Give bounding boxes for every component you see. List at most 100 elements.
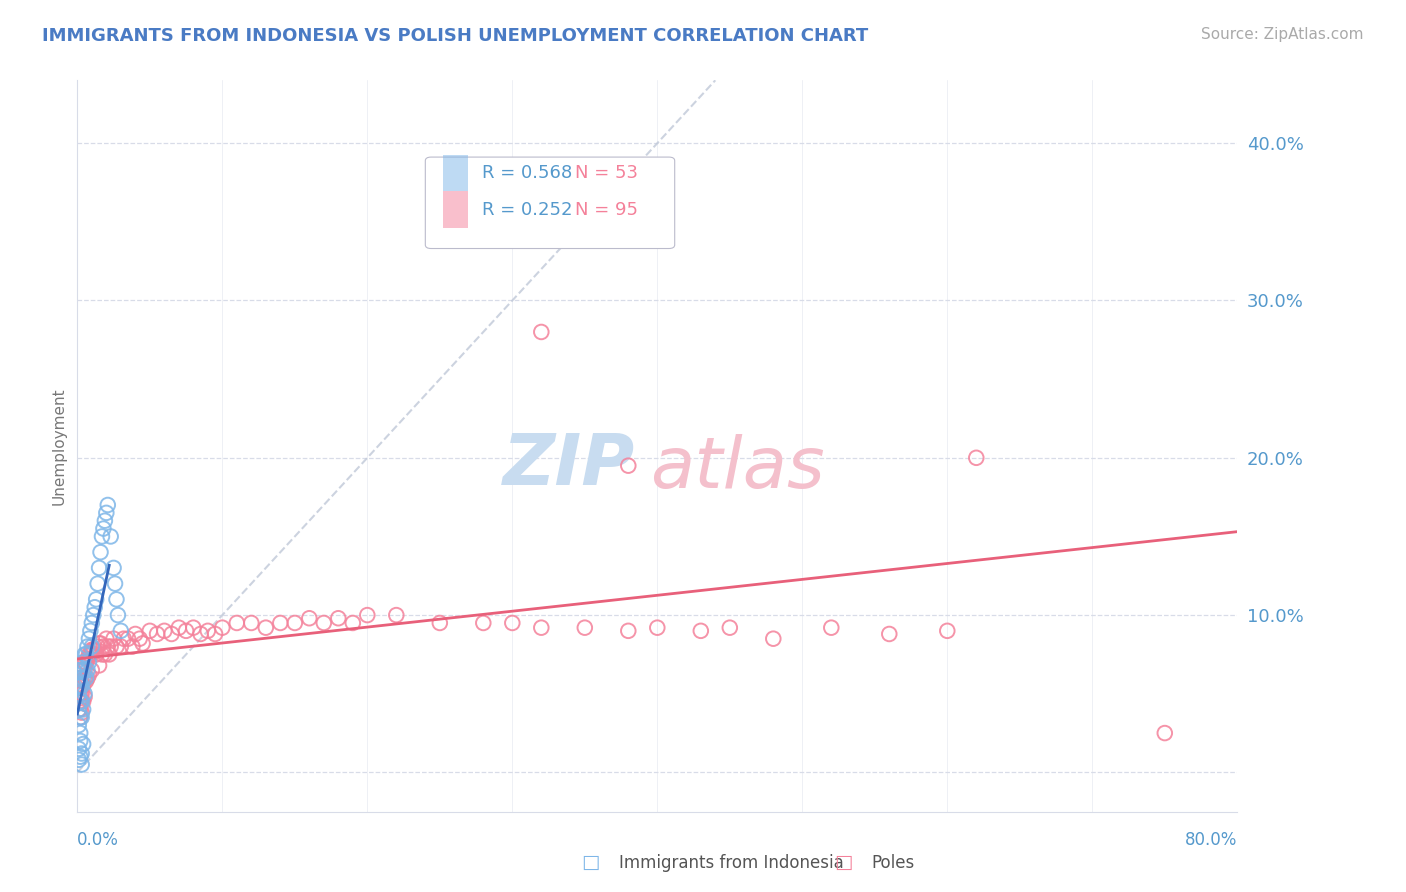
Point <box>70 679 93 693</box>
Point <box>69 695 91 709</box>
Point <box>76 652 98 666</box>
Point <box>79 648 101 662</box>
Point <box>105 640 128 654</box>
Point <box>107 608 129 623</box>
Text: Immigrants from Indonesia: Immigrants from Indonesia <box>619 855 844 872</box>
Point <box>160 627 183 641</box>
Point <box>298 611 321 625</box>
Text: □: □ <box>581 854 600 872</box>
Point <box>73 690 96 704</box>
Point <box>69 671 91 685</box>
Point <box>73 655 96 669</box>
Point <box>70 663 93 677</box>
Text: 0.0%: 0.0% <box>77 830 120 848</box>
Point <box>100 529 122 543</box>
Point <box>328 611 350 625</box>
Point <box>70 747 93 761</box>
Point <box>153 624 176 638</box>
Point <box>77 655 100 669</box>
Point <box>617 458 640 473</box>
Point <box>146 627 169 641</box>
Point <box>96 632 118 646</box>
Point <box>104 576 127 591</box>
Point <box>69 695 91 709</box>
Point <box>183 621 205 635</box>
Point <box>72 655 94 669</box>
Point <box>69 679 91 693</box>
Point <box>174 624 197 638</box>
Point <box>69 702 91 716</box>
Point <box>204 627 226 641</box>
Text: Source: ZipAtlas.com: Source: ZipAtlas.com <box>1201 27 1364 42</box>
Point <box>84 648 107 662</box>
Point <box>70 663 93 677</box>
Point <box>67 663 90 677</box>
Point <box>73 671 96 685</box>
Point <box>530 621 553 635</box>
Point <box>82 642 104 657</box>
Point <box>77 648 100 662</box>
Point <box>69 687 91 701</box>
Point <box>617 624 640 638</box>
Point <box>72 671 94 685</box>
Point <box>72 737 94 751</box>
Point <box>69 749 91 764</box>
Point <box>80 640 103 654</box>
Point <box>647 621 669 635</box>
Point <box>75 671 97 685</box>
Point <box>167 621 190 635</box>
Point <box>73 648 96 662</box>
Point <box>110 640 132 654</box>
Text: ZIP: ZIP <box>503 431 636 500</box>
Point <box>76 640 98 654</box>
Point <box>70 710 93 724</box>
Text: R = 0.252: R = 0.252 <box>482 201 572 219</box>
Point <box>70 706 93 720</box>
Point <box>69 710 91 724</box>
Point <box>67 695 90 709</box>
Point <box>112 632 135 646</box>
Point <box>73 663 96 677</box>
Point <box>128 632 150 646</box>
Point <box>429 615 451 630</box>
Point <box>82 608 104 623</box>
Point <box>67 679 90 693</box>
Point <box>94 514 117 528</box>
Point <box>80 615 103 630</box>
Point <box>76 663 98 677</box>
Point <box>96 506 118 520</box>
Point <box>67 741 90 756</box>
Point <box>67 718 90 732</box>
Text: Poles: Poles <box>872 855 915 872</box>
Point <box>121 640 143 654</box>
Point <box>190 627 212 641</box>
Point <box>72 679 94 693</box>
Point <box>936 624 959 638</box>
Point <box>356 608 378 623</box>
Point <box>72 695 94 709</box>
Point <box>67 687 90 701</box>
Point <box>100 640 122 654</box>
Text: □: □ <box>834 854 853 872</box>
Point <box>97 640 120 654</box>
Point <box>91 529 114 543</box>
Point <box>93 522 115 536</box>
Point <box>69 671 91 685</box>
Point <box>72 663 94 677</box>
Point <box>103 632 125 646</box>
Point <box>67 679 90 693</box>
Point <box>69 726 91 740</box>
Point <box>69 679 91 693</box>
Point <box>530 325 553 339</box>
Text: 80.0%: 80.0% <box>1185 830 1237 848</box>
Point <box>86 576 108 591</box>
Point <box>90 636 111 650</box>
Point <box>70 687 93 701</box>
Point <box>284 615 307 630</box>
Point <box>105 592 128 607</box>
Point <box>110 624 132 638</box>
Point <box>87 561 110 575</box>
Point <box>90 545 111 559</box>
Bar <box>443 155 468 192</box>
Point <box>139 624 162 638</box>
